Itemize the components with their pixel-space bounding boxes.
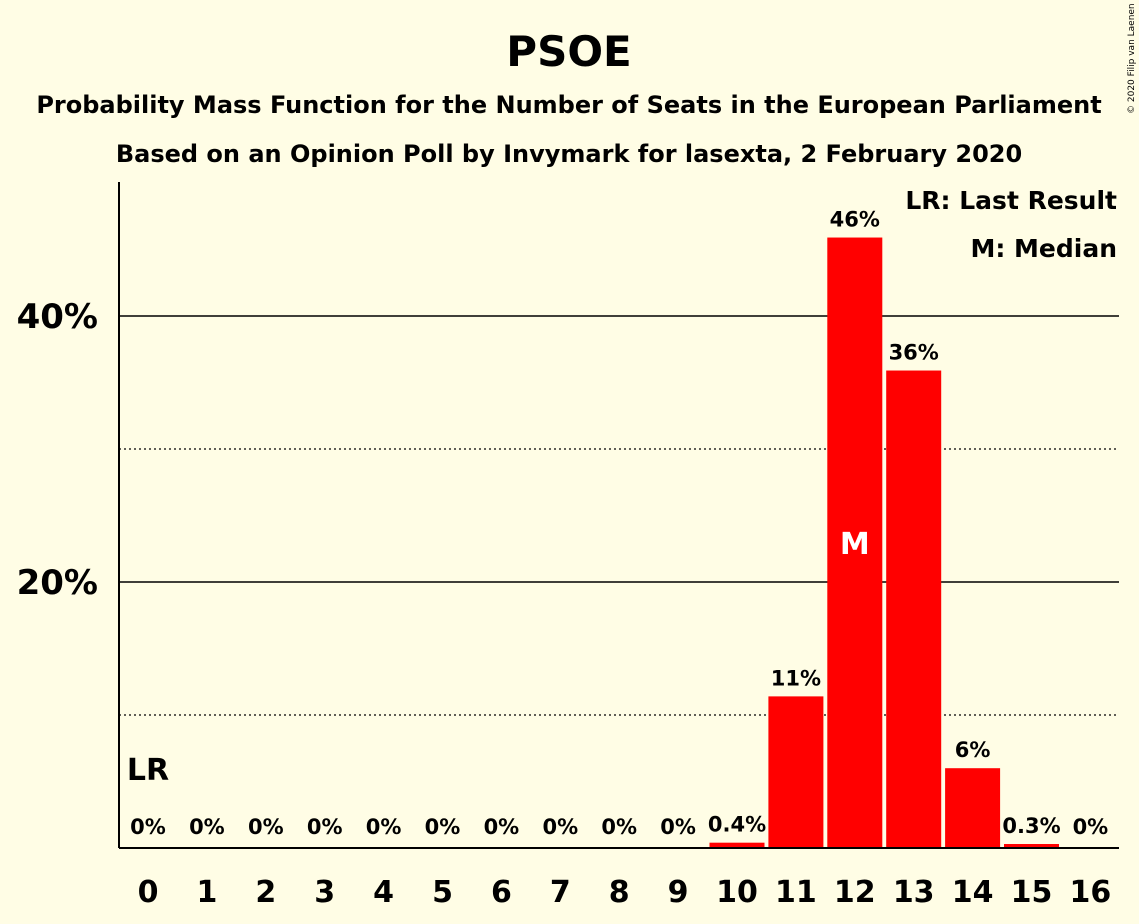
bar xyxy=(1004,844,1059,848)
y-tick-label: 20% xyxy=(17,563,98,603)
bar-value-label: 0% xyxy=(601,815,637,839)
bar-value-label: 36% xyxy=(889,341,939,365)
bar-value-label: 0% xyxy=(248,815,284,839)
x-tick-label: 2 xyxy=(255,875,276,910)
bar-value-label: 0% xyxy=(130,815,166,839)
bar-value-label: 0% xyxy=(542,815,578,839)
chart-title: PSOE xyxy=(506,27,631,76)
bar-value-label: 6% xyxy=(955,738,991,762)
x-tick-label: 8 xyxy=(609,875,630,910)
x-tick-label: 7 xyxy=(550,875,571,910)
x-tick-label: 3 xyxy=(314,875,335,910)
chart-subtitle-line-1: Probability Mass Function for the Number… xyxy=(36,91,1101,119)
bar-value-label: 0% xyxy=(1073,815,1109,839)
x-tick-label: 5 xyxy=(432,875,453,910)
legend-last-result: LR: Last Result xyxy=(905,186,1117,215)
bar-value-label: 0.4% xyxy=(708,813,766,837)
bar-value-label: 0.3% xyxy=(1002,814,1060,838)
bar-value-label: 46% xyxy=(830,208,880,232)
median-marker: M xyxy=(840,527,870,562)
copyright-notice: © 2020 Filip van Laenen xyxy=(1127,3,1137,114)
bar-value-label: 0% xyxy=(484,815,520,839)
x-tick-label: 14 xyxy=(952,875,994,910)
x-tick-labels: 0 1 2 3 4 5 6 7 8 9 10 11 12 13 14 15 16 xyxy=(138,875,1112,910)
last-result-marker: LR xyxy=(127,753,169,788)
bar xyxy=(827,237,883,848)
y-tick-labels: 20% 40% xyxy=(17,297,98,603)
y-tick-label: 40% xyxy=(17,297,98,337)
bar-value-label: 11% xyxy=(771,666,821,690)
bar-value-label: 0% xyxy=(660,815,696,839)
x-tick-label: 10 xyxy=(716,875,758,910)
bar-value-label: 0% xyxy=(307,815,343,839)
x-tick-label: 13 xyxy=(893,875,935,910)
bar-value-label: 0% xyxy=(425,815,461,839)
x-tick-label: 6 xyxy=(491,875,512,910)
chart-subtitle-line-2: Based on an Opinion Poll by Invymark for… xyxy=(116,140,1022,168)
bar xyxy=(886,370,942,848)
bar-value-label: 0% xyxy=(366,815,402,839)
data-labels: 0% 0% 0% 0% 0% 0% 0% 0% 0% 0% 0.4% 11% 46% 36% 6% 0.3% 0… xyxy=(130,208,1108,839)
x-tick-label: 16 xyxy=(1070,875,1112,910)
bar-value-label: 0% xyxy=(189,815,225,839)
bar xyxy=(709,842,765,848)
bar xyxy=(768,696,824,848)
bar xyxy=(945,768,1001,848)
legend-median: M: Median xyxy=(970,234,1117,263)
x-tick-label: 1 xyxy=(196,875,217,910)
x-tick-label: 9 xyxy=(668,875,689,910)
x-tick-label: 0 xyxy=(138,875,159,910)
gridlines xyxy=(119,315,1119,716)
x-tick-label: 15 xyxy=(1011,875,1053,910)
bars xyxy=(709,237,1059,848)
x-tick-label: 12 xyxy=(834,875,876,910)
x-tick-label: 4 xyxy=(373,875,394,910)
x-tick-label: 11 xyxy=(775,875,817,910)
